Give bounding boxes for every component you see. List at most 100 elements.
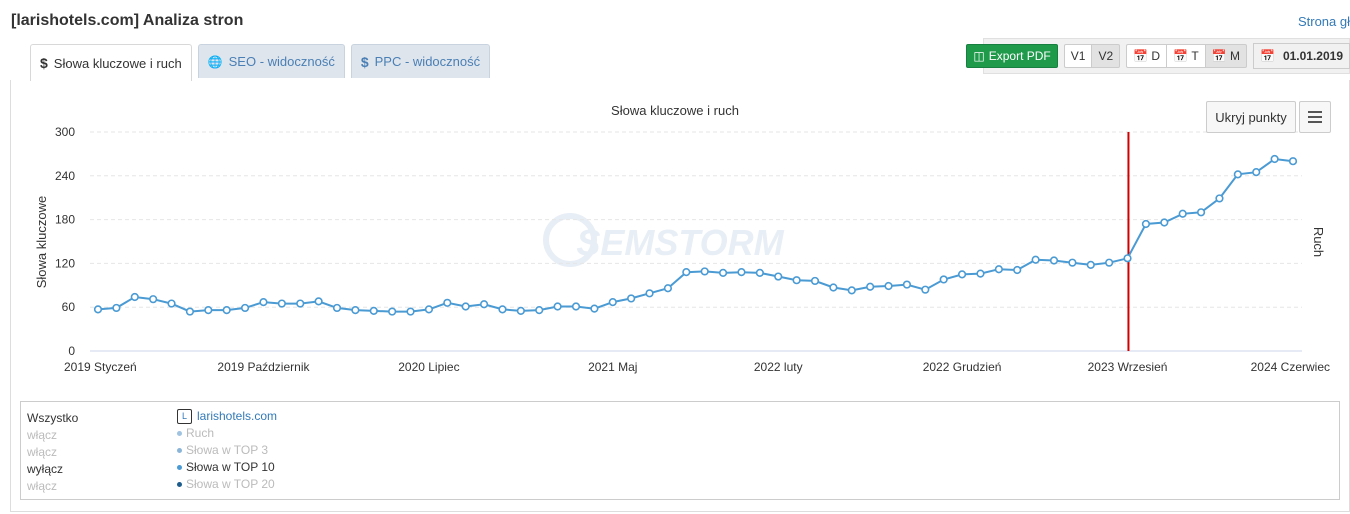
- y-tick-label: 300: [55, 125, 75, 139]
- version-toggle: V1 V2: [1063, 44, 1121, 68]
- data-point: [93, 305, 103, 314]
- calendar-icon: 📅: [1133, 49, 1152, 63]
- toggle-top3[interactable]: włącz: [27, 445, 58, 459]
- data-point: [737, 268, 746, 277]
- y-tick-label: 180: [55, 213, 75, 227]
- period-month-label: M: [1229, 49, 1240, 63]
- data-point: [1105, 258, 1114, 267]
- data-point: [277, 299, 286, 308]
- site-name: larishotels.com: [197, 409, 278, 423]
- export-pdf-button[interactable]: ◫ Export PDF: [966, 44, 1058, 68]
- x-tick-label: 2020 Lipiec: [398, 360, 459, 374]
- data-point: [498, 305, 507, 314]
- data-point: [976, 269, 985, 278]
- data-point: [700, 267, 709, 276]
- legend-label: Ruch: [186, 426, 215, 440]
- v1-button[interactable]: V1: [1063, 44, 1093, 68]
- tab-label: PPC - widoczność: [374, 54, 481, 69]
- period-week-button[interactable]: 📅 T: [1166, 44, 1206, 68]
- watermark: SEMSTORM: [576, 222, 784, 263]
- page-title: [larishotels.com] Analiza stron: [11, 12, 244, 29]
- data-point: [424, 305, 434, 314]
- tab-keywords-traffic[interactable]: $ Słowa kluczowe i ruch: [30, 44, 192, 81]
- series-dot-icon: [177, 482, 182, 488]
- toolbar: ◫ Export PDF V1 V2 📅 D 📅 T 📅 M 📅 01.01.2…: [966, 42, 1350, 70]
- data-point: [957, 270, 967, 279]
- line-chart: SEMSTORM 0 60 120 180 240 300 Słowa kluczowe Ruc…: [34, 125, 1330, 374]
- legend-site[interactable]: L larishotels.com: [177, 408, 277, 425]
- toggle-top10[interactable]: wyłącz: [27, 462, 64, 476]
- data-point: [571, 302, 581, 311]
- period-day-button[interactable]: 📅 D: [1126, 44, 1168, 68]
- toggle-traffic[interactable]: włącz: [27, 428, 58, 442]
- data-point: [167, 299, 176, 308]
- series-dot-icon: [177, 448, 182, 454]
- date-picker[interactable]: 📅 01.01.2019: [1252, 43, 1350, 69]
- data-point: [829, 283, 838, 292]
- data-point: [866, 282, 875, 291]
- chart-menu-button[interactable]: [1299, 101, 1331, 133]
- tab-seo-visibility[interactable]: 🌐 SEO - widoczność: [197, 44, 345, 78]
- site-favicon-icon: L: [177, 409, 192, 424]
- data-point: [185, 307, 195, 316]
- data-point: [1013, 265, 1022, 275]
- data-point: [627, 294, 636, 303]
- data-point: [112, 303, 121, 313]
- legend-label: Słowa w TOP 20: [186, 477, 275, 491]
- hamburger-icon: [1308, 111, 1322, 113]
- data-point: [535, 306, 544, 315]
- x-tick-label: 2023 Wrzesień: [1088, 360, 1168, 374]
- y-tick-label: 240: [55, 169, 75, 183]
- data-point: [461, 302, 470, 311]
- data-point: [1288, 157, 1298, 166]
- data-point: [1031, 255, 1040, 264]
- y-tick-label: 120: [55, 256, 75, 270]
- data-point: [902, 280, 912, 289]
- y-axis-label: Słowa kluczowe: [34, 196, 49, 289]
- pdf-icon: ◫: [973, 49, 985, 63]
- data-point: [369, 306, 378, 315]
- data-point: [406, 307, 415, 316]
- data-point: [1141, 219, 1151, 229]
- tab-bar: $ Słowa kluczowe i ruch 🌐 SEO - widoczno…: [30, 44, 491, 81]
- dollar-icon: $: [40, 55, 48, 71]
- period-toggle: 📅 D 📅 T 📅 M: [1126, 44, 1247, 68]
- tab-ppc-visibility[interactable]: $ PPC - widoczność: [350, 44, 491, 78]
- hide-points-button[interactable]: Ukryj punkty: [1206, 101, 1296, 133]
- data-point: [663, 284, 673, 293]
- data-point: [921, 285, 930, 294]
- data-point: [1178, 209, 1187, 218]
- x-tick-label: 2022 luty: [754, 360, 803, 374]
- v2-button[interactable]: V2: [1091, 44, 1121, 68]
- home-link[interactable]: Strona gł: [1297, 14, 1350, 29]
- data-point: [149, 295, 158, 304]
- legend-toggles: Wszystko włącz włącz wyłącz włącz: [27, 410, 78, 495]
- data-point: [645, 289, 654, 298]
- data-point: [608, 297, 617, 307]
- toggle-all[interactable]: Wszystko: [27, 411, 79, 425]
- legend: Wszystko włącz włącz wyłącz włącz L lari…: [20, 401, 1340, 500]
- series-dot-icon: [177, 431, 182, 437]
- legend-item-top10[interactable]: Słowa w TOP 10: [177, 459, 277, 476]
- legend-item-traffic[interactable]: Ruch: [177, 425, 277, 442]
- legend-label: Słowa w TOP 3: [186, 443, 269, 457]
- data-point: [351, 306, 360, 315]
- y-tick-label: 0: [68, 344, 75, 358]
- period-day-label: D: [1151, 49, 1161, 63]
- y-tick-label: 60: [62, 300, 76, 314]
- period-month-button[interactable]: 📅 M: [1204, 44, 1247, 68]
- toggle-top20[interactable]: włącz: [27, 479, 58, 493]
- data-point: [810, 276, 820, 286]
- calendar-icon: 📅: [1259, 49, 1275, 63]
- legend-item-top20[interactable]: Słowa w TOP 20: [177, 476, 277, 493]
- data-point: [332, 303, 342, 313]
- y2-axis-label: Ruch: [1311, 227, 1326, 257]
- dollar-icon: $: [360, 53, 369, 70]
- series-dot-icon: [177, 465, 182, 471]
- hamburger-icon: [1308, 116, 1322, 118]
- data-point: [718, 268, 728, 277]
- data-point: [884, 281, 893, 291]
- x-tick-label: 2021 Maj: [588, 360, 637, 374]
- legend-item-top3[interactable]: Słowa w TOP 3: [177, 442, 277, 459]
- tab-label: Słowa kluczowe i ruch: [53, 55, 182, 71]
